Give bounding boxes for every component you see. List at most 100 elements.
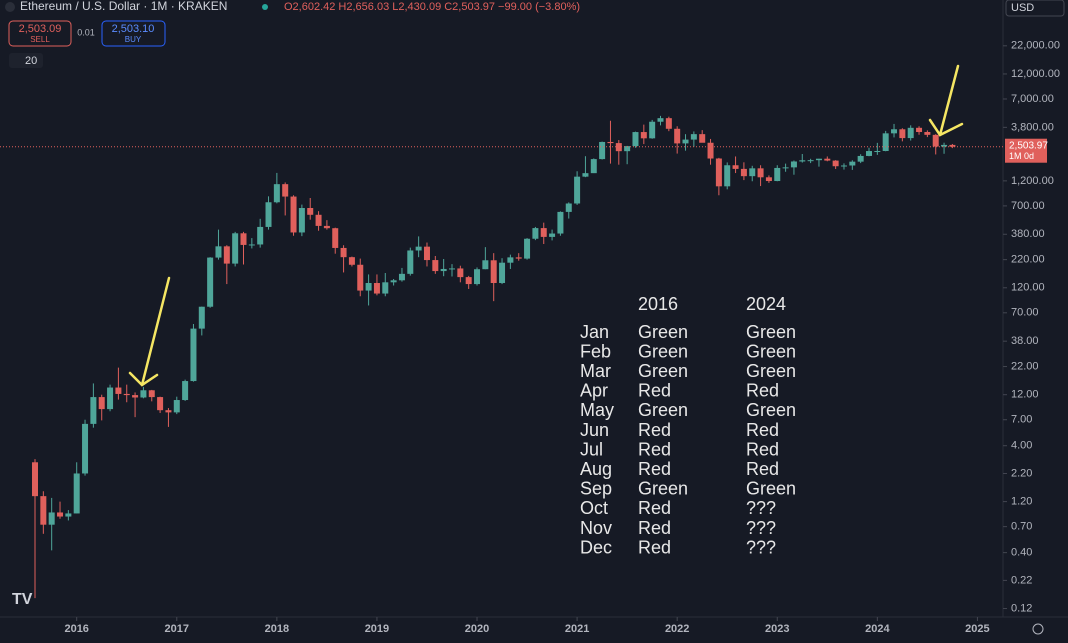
candle-body	[832, 160, 839, 167]
y-tick-label: 12,000.00	[1011, 68, 1060, 80]
candle-body	[440, 268, 447, 272]
candle-body	[232, 233, 239, 264]
logo: TV	[12, 591, 33, 608]
table-cell: Feb	[580, 341, 611, 361]
candle-body	[674, 128, 681, 144]
arrow	[928, 64, 964, 137]
y-tick-label: 1.20	[1011, 496, 1032, 508]
candle-body	[782, 167, 789, 169]
candle-body	[807, 160, 814, 162]
candle-body	[790, 161, 797, 168]
candle-body	[640, 132, 647, 139]
table-cell: Mar	[580, 361, 611, 381]
candle-body	[840, 165, 847, 167]
candle-body	[515, 257, 522, 259]
candle-body	[173, 400, 180, 413]
y-tick-label: 22,000.00	[1011, 40, 1060, 52]
candle-body	[599, 141, 606, 160]
candle-body	[799, 160, 806, 162]
candle-body	[532, 228, 539, 239]
candle-body	[390, 280, 397, 283]
candle-body	[198, 306, 205, 329]
candle-body	[357, 264, 364, 291]
quantity-box[interactable]	[9, 53, 43, 68]
arrows	[128, 64, 964, 387]
candle-body	[215, 246, 222, 258]
candle-body	[882, 133, 889, 152]
y-tick-label: 0.12	[1011, 602, 1032, 614]
candle-body	[707, 142, 714, 159]
candle-body	[82, 423, 89, 474]
candle-body	[449, 268, 455, 270]
candle-body	[724, 165, 731, 187]
candle-body	[590, 159, 597, 174]
table-cell: Green	[638, 361, 688, 381]
table-cell: Green	[746, 341, 796, 361]
candle-body	[290, 196, 297, 233]
candle-body	[257, 226, 264, 245]
table-cell: Jul	[580, 439, 603, 459]
candle-body	[540, 228, 547, 237]
arrow	[128, 276, 171, 387]
table-cell: May	[580, 400, 614, 420]
buy-button[interactable]	[101, 20, 166, 47]
candle-body	[348, 257, 355, 265]
candle-body	[432, 260, 439, 272]
table-header: 2024	[746, 294, 786, 314]
candle-body	[365, 283, 372, 291]
candle-body	[740, 168, 747, 177]
y-tick-label: 4.00	[1011, 440, 1032, 452]
candle-body	[474, 269, 481, 285]
candle-body	[949, 144, 956, 147]
table-cell: Green	[746, 361, 796, 381]
y-tick-label: 2.20	[1011, 467, 1032, 479]
candle-body	[632, 132, 639, 147]
candle-body	[849, 161, 856, 166]
candle-body	[340, 247, 347, 258]
x-tick-label: 2022	[665, 623, 689, 635]
candle-body	[223, 246, 230, 264]
currency-box[interactable]	[1005, 0, 1065, 17]
table-cell: Red	[746, 381, 779, 401]
table-cell: Nov	[580, 518, 612, 538]
table-cell: Red	[638, 498, 671, 518]
candle-body	[565, 203, 572, 212]
candle-body	[332, 228, 339, 248]
candle-body	[157, 397, 164, 411]
table-cell: ???	[746, 518, 776, 538]
candle-body	[574, 176, 581, 204]
candle-body	[373, 283, 380, 294]
candle-body	[874, 151, 881, 153]
candle-body	[857, 155, 864, 162]
x-tick-label: 2024	[865, 623, 890, 635]
settings-icon[interactable]	[1032, 623, 1044, 635]
candle-body	[323, 225, 330, 229]
candle-body	[148, 390, 155, 398]
candle-body	[98, 397, 105, 410]
candle-body	[749, 168, 756, 177]
table-cell: Red	[746, 439, 779, 459]
candle-body	[682, 139, 689, 144]
y-tick-label: 7,000.00	[1011, 93, 1054, 105]
candle-body	[107, 387, 114, 410]
candle-body	[932, 134, 939, 147]
table-cell: Red	[638, 537, 671, 557]
candle-body	[298, 207, 305, 233]
candle-body	[73, 473, 80, 514]
candle-body	[65, 513, 72, 517]
y-tick-label: 7.00	[1011, 414, 1032, 426]
sell-button[interactable]	[8, 20, 72, 47]
candle-body	[524, 238, 531, 259]
candle-body	[282, 184, 289, 197]
candle-body	[382, 282, 389, 294]
candle-body	[916, 127, 923, 133]
symbol: Ethereum / U.S. Dollar · 1M · KRAKEN	[20, 0, 227, 13]
candle-body	[549, 233, 556, 237]
candle-body	[699, 134, 706, 143]
candle-body	[32, 462, 38, 497]
currency: USD	[1011, 2, 1034, 14]
quantity: 20	[25, 55, 37, 67]
candle-body	[248, 244, 255, 246]
table-cell: Red	[638, 420, 671, 440]
